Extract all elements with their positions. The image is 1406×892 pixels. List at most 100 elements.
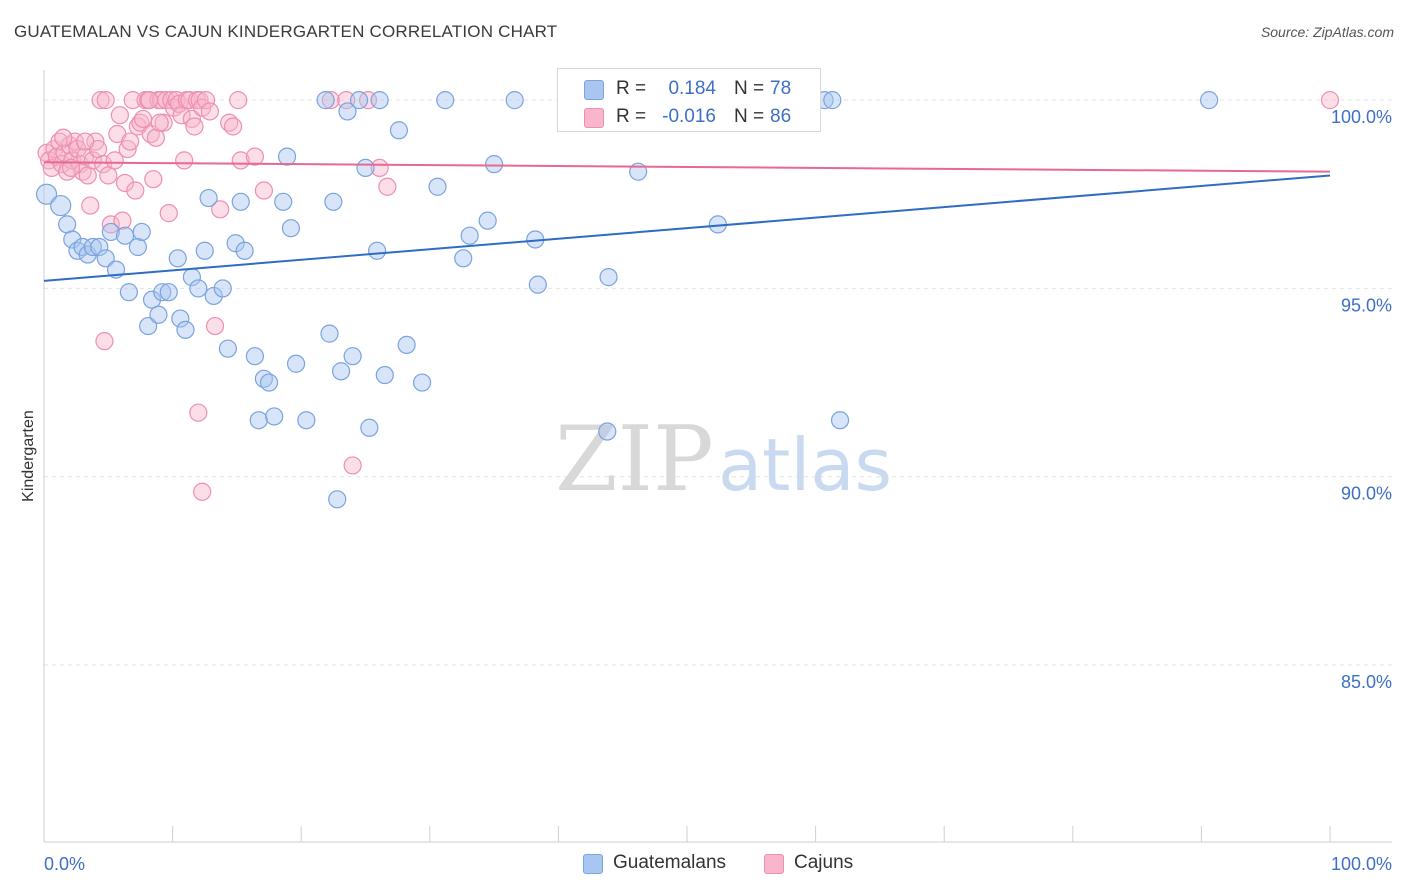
cajun-point bbox=[205, 316, 225, 336]
guatemalan-point bbox=[316, 91, 335, 110]
guatemalan-point bbox=[199, 188, 218, 208]
cajun-point bbox=[343, 456, 362, 475]
cajuns-legend-swatch bbox=[764, 854, 784, 874]
guatemalan-point bbox=[159, 283, 178, 302]
cajun-point bbox=[223, 117, 243, 136]
y-tick-label: 85.0% bbox=[1341, 672, 1392, 692]
cajun-point bbox=[76, 132, 95, 151]
guatemalan-point bbox=[274, 192, 293, 211]
guatemalan-point bbox=[195, 241, 214, 260]
legend-n-value: 86 bbox=[770, 106, 792, 127]
guatemalan-point bbox=[139, 316, 158, 336]
guatemalan-point bbox=[101, 222, 120, 242]
cajun-point bbox=[83, 151, 102, 170]
guatemalan-point bbox=[265, 407, 284, 426]
cajuns-legend-label: Cajuns bbox=[794, 852, 854, 873]
guatemalan-point bbox=[128, 237, 147, 257]
cajun-point bbox=[95, 332, 114, 351]
guatemalan-point bbox=[830, 411, 850, 430]
cajun-point bbox=[229, 91, 248, 110]
watermark-zip: ZIP bbox=[555, 407, 714, 512]
guatemalan-point bbox=[823, 91, 842, 110]
guatemalan-point bbox=[235, 241, 254, 260]
cajun-point bbox=[245, 147, 265, 166]
cajun-point bbox=[378, 177, 397, 196]
cajun-point bbox=[121, 132, 140, 151]
guatemalan-point bbox=[599, 268, 618, 287]
cajun-point bbox=[144, 170, 163, 189]
guatemalans-legend-label: Guatemalans bbox=[613, 852, 727, 873]
cajuns-trend-line bbox=[43, 161, 1331, 173]
gridlines bbox=[44, 99, 1392, 666]
legend-r-label: R = bbox=[616, 78, 647, 99]
x-tick-label: 100.0% bbox=[1331, 854, 1392, 874]
guatemalan-point bbox=[286, 354, 306, 373]
guatemalan-point bbox=[35, 183, 58, 205]
cajun-point bbox=[254, 181, 274, 200]
guatemalan-point bbox=[324, 192, 343, 211]
guatemalan-point bbox=[436, 91, 455, 110]
legend-n-label: N = bbox=[734, 78, 765, 99]
cajun-point bbox=[370, 158, 389, 178]
guatemalan-point bbox=[505, 91, 524, 110]
guatemalan-point bbox=[218, 339, 237, 358]
cajun-point bbox=[78, 166, 97, 185]
guatemalan-point bbox=[360, 418, 379, 437]
guatemalan-point bbox=[249, 411, 268, 430]
cajun-point bbox=[91, 91, 110, 110]
cajun-point bbox=[94, 155, 113, 174]
cajun-point bbox=[101, 215, 120, 234]
guatemalan-point bbox=[528, 275, 547, 294]
guatemalan-point bbox=[297, 411, 316, 430]
guatemalan-point bbox=[142, 290, 162, 309]
guatemalans-points bbox=[35, 91, 1219, 509]
guatemalan-point bbox=[153, 283, 172, 302]
cajun-point bbox=[193, 482, 212, 501]
guatemalan-point bbox=[349, 91, 369, 110]
y-tick-label: 90.0% bbox=[1341, 484, 1392, 504]
y-tick-label: 100.0% bbox=[1331, 107, 1392, 127]
guatemalan-point bbox=[149, 305, 168, 324]
guatemalan-point bbox=[397, 335, 416, 355]
guatemalan-point bbox=[58, 215, 77, 234]
cajun-point bbox=[61, 158, 81, 178]
guatemalan-point bbox=[1200, 91, 1219, 110]
guatemalan-point bbox=[343, 347, 362, 366]
guatemalan-point bbox=[176, 320, 195, 339]
legend-n-value: 78 bbox=[770, 78, 792, 99]
guatemalan-point bbox=[598, 422, 617, 441]
legend-r-label: R = bbox=[616, 106, 647, 127]
cajun-point bbox=[189, 403, 208, 422]
guatemalan-point bbox=[485, 155, 504, 174]
y-axis-label: Kindergarten bbox=[20, 410, 37, 502]
guatemalan-point bbox=[63, 230, 82, 249]
cajun-point bbox=[54, 128, 73, 147]
cajun-point bbox=[99, 166, 118, 185]
cajun-point bbox=[154, 113, 173, 132]
legend-n-label: N = bbox=[734, 106, 765, 127]
guatemalan-point bbox=[171, 309, 190, 328]
cajun-point bbox=[196, 91, 216, 110]
legend-r-value: 0.184 bbox=[668, 78, 716, 99]
guatemalan-point bbox=[367, 241, 387, 260]
cajun-point bbox=[126, 181, 145, 200]
guatemalan-point bbox=[90, 237, 109, 257]
cajun-point bbox=[200, 102, 219, 121]
y-tick-label: 95.0% bbox=[1341, 295, 1392, 315]
guatemalan-point bbox=[132, 222, 151, 242]
guatemalan-point bbox=[478, 211, 497, 230]
cajun-point bbox=[105, 151, 124, 170]
watermark: ZIP atlas bbox=[555, 407, 892, 512]
guatemalan-point bbox=[231, 192, 250, 211]
guatemalan-point bbox=[96, 249, 115, 268]
watermark-atlas: atlas bbox=[718, 423, 892, 507]
guatemalan-point bbox=[375, 365, 394, 385]
cajun-point bbox=[68, 139, 87, 159]
cajun-point bbox=[96, 91, 115, 110]
legend-row-cajuns: R = -0.016 N = 86 bbox=[558, 103, 820, 133]
cajun-point bbox=[133, 109, 153, 129]
cajuns-points bbox=[37, 91, 1340, 501]
guatemalan-point bbox=[454, 249, 473, 268]
guatemalan-point bbox=[281, 219, 301, 238]
